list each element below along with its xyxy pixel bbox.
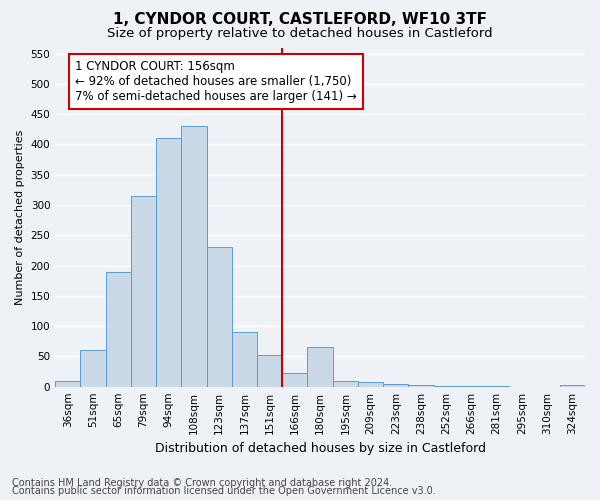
Bar [560,385,585,386]
Bar [232,332,257,386]
Text: Size of property relative to detached houses in Castleford: Size of property relative to detached ho… [107,28,493,40]
Text: Contains public sector information licensed under the Open Government Licence v3: Contains public sector information licen… [12,486,436,496]
Bar [409,385,434,386]
Bar [156,138,181,386]
Bar [383,384,409,386]
Bar [257,355,282,386]
Bar [80,350,106,386]
Text: 1 CYNDOR COURT: 156sqm
← 92% of detached houses are smaller (1,750)
7% of semi-d: 1 CYNDOR COURT: 156sqm ← 92% of detached… [76,60,357,102]
Y-axis label: Number of detached properties: Number of detached properties [15,130,25,305]
Bar [358,382,383,386]
Bar [282,374,307,386]
Bar [55,380,80,386]
Bar [206,248,232,386]
X-axis label: Distribution of detached houses by size in Castleford: Distribution of detached houses by size … [155,442,485,455]
Text: 1, CYNDOR COURT, CASTLEFORD, WF10 3TF: 1, CYNDOR COURT, CASTLEFORD, WF10 3TF [113,12,487,28]
Text: Contains HM Land Registry data © Crown copyright and database right 2024.: Contains HM Land Registry data © Crown c… [12,478,392,488]
Bar [181,126,206,386]
Bar [307,348,332,387]
Bar [131,196,156,386]
Bar [106,272,131,386]
Bar [332,380,358,386]
